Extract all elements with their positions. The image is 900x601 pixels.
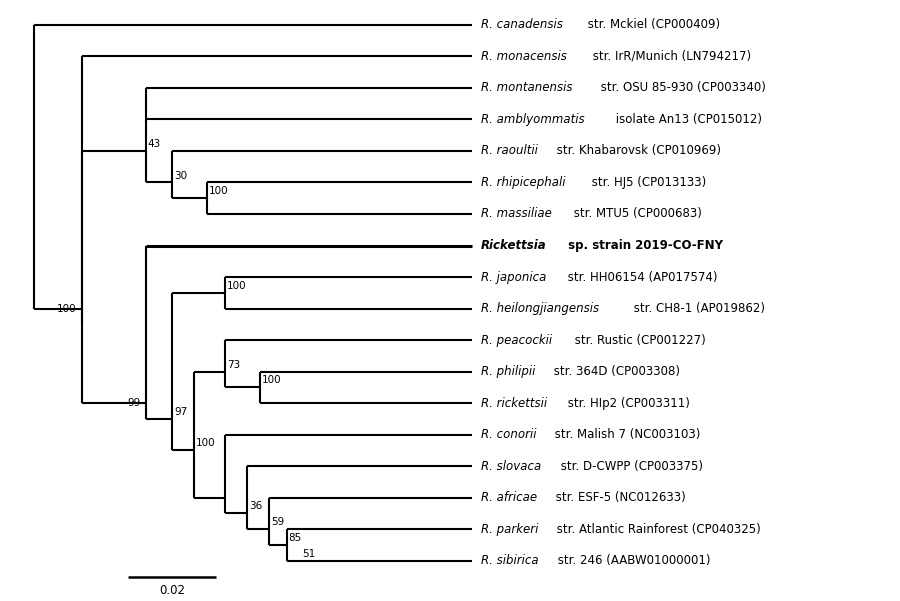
Text: R. canadensis: R. canadensis (481, 19, 562, 31)
Text: str. Mckiel (CP000409): str. Mckiel (CP000409) (584, 19, 721, 31)
Text: str. D-CWPP (CP003375): str. D-CWPP (CP003375) (557, 460, 703, 472)
Text: 51: 51 (302, 549, 315, 559)
Text: R. rickettsii: R. rickettsii (481, 397, 547, 409)
Text: R. africae: R. africae (481, 491, 537, 504)
Text: R. heilongjiangensis: R. heilongjiangensis (481, 302, 599, 315)
Text: Rickettsia: Rickettsia (481, 239, 546, 252)
Text: 100: 100 (58, 304, 76, 314)
Text: R. sibirica: R. sibirica (481, 554, 538, 567)
Text: R. peacockii: R. peacockii (481, 334, 552, 347)
Text: 100: 100 (262, 376, 282, 385)
Text: str. Rustic (CP001227): str. Rustic (CP001227) (571, 334, 706, 347)
Text: str. Atlantic Rainforest (CP040325): str. Atlantic Rainforest (CP040325) (554, 523, 761, 535)
Text: str. HIp2 (CP003311): str. HIp2 (CP003311) (564, 397, 690, 409)
Text: 0.02: 0.02 (159, 584, 185, 597)
Text: R. parkeri: R. parkeri (481, 523, 538, 535)
Text: str. 364D (CP003308): str. 364D (CP003308) (550, 365, 680, 378)
Text: str. IrR/Munich (LN794217): str. IrR/Munich (LN794217) (590, 50, 752, 63)
Text: 30: 30 (174, 171, 187, 180)
Text: str. Khabarovsk (CP010969): str. Khabarovsk (CP010969) (553, 144, 721, 157)
Text: 36: 36 (249, 501, 262, 511)
Text: str. MTU5 (CP000683): str. MTU5 (CP000683) (571, 207, 702, 221)
Text: isolate An13 (CP015012): isolate An13 (CP015012) (612, 113, 762, 126)
Text: R. philipii: R. philipii (481, 365, 536, 378)
Text: str. CH8-1 (AP019862): str. CH8-1 (AP019862) (630, 302, 765, 315)
Text: 100: 100 (209, 186, 229, 197)
Text: 100: 100 (196, 439, 216, 448)
Text: 59: 59 (271, 517, 284, 527)
Text: 97: 97 (174, 407, 187, 417)
Text: str. HH06154 (AP017574): str. HH06154 (AP017574) (563, 270, 717, 284)
Text: 100: 100 (227, 281, 247, 291)
Text: str. ESF-5 (NC012633): str. ESF-5 (NC012633) (552, 491, 686, 504)
Text: str. OSU 85-930 (CP003340): str. OSU 85-930 (CP003340) (597, 82, 765, 94)
Text: R. raoultii: R. raoultii (481, 144, 537, 157)
Text: 73: 73 (227, 359, 240, 370)
Text: str. HJ5 (CP013133): str. HJ5 (CP013133) (588, 176, 706, 189)
Text: 43: 43 (148, 139, 161, 149)
Text: 99: 99 (127, 398, 140, 408)
Text: R. amblyommatis: R. amblyommatis (481, 113, 584, 126)
Text: R. massiliae: R. massiliae (481, 207, 552, 221)
Text: 85: 85 (289, 533, 302, 543)
Text: R. japonica: R. japonica (481, 270, 546, 284)
Text: str. 246 (AABW01000001): str. 246 (AABW01000001) (554, 554, 710, 567)
Text: sp. strain 2019-CO-FNY: sp. strain 2019-CO-FNY (564, 239, 723, 252)
Text: R. slovaca: R. slovaca (481, 460, 541, 472)
Text: R. monacensis: R. monacensis (481, 50, 567, 63)
Text: R. conorii: R. conorii (481, 428, 536, 441)
Text: R. montanensis: R. montanensis (481, 82, 572, 94)
Text: R. rhipicephali: R. rhipicephali (481, 176, 565, 189)
Text: str. Malish 7 (NC003103): str. Malish 7 (NC003103) (551, 428, 700, 441)
